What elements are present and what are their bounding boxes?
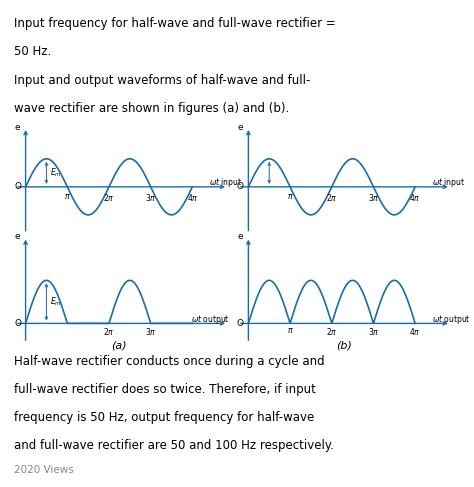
- Text: $3\pi$: $3\pi$: [145, 326, 156, 337]
- Text: $2\pi$: $2\pi$: [326, 192, 337, 203]
- Text: e: e: [15, 232, 20, 241]
- Text: full-wave rectifier does so twice. Therefore, if input: full-wave rectifier does so twice. There…: [14, 383, 316, 396]
- Text: Input and output waveforms of half-wave and full-: Input and output waveforms of half-wave …: [14, 74, 310, 87]
- Text: and full-wave rectifier are 50 and 100 Hz respectively.: and full-wave rectifier are 50 and 100 H…: [14, 439, 334, 452]
- Text: $\pi$: $\pi$: [64, 192, 71, 201]
- Text: $3\pi$: $3\pi$: [145, 192, 156, 203]
- Text: O: O: [14, 319, 21, 328]
- Text: (a): (a): [111, 340, 126, 350]
- Text: e: e: [15, 123, 20, 131]
- Text: $3\pi$: $3\pi$: [368, 192, 379, 203]
- Text: Input frequency for half-wave and full-wave rectifier =: Input frequency for half-wave and full-w…: [14, 17, 336, 30]
- Text: $4\pi$: $4\pi$: [187, 192, 198, 203]
- Text: (b): (b): [336, 340, 352, 350]
- Text: O: O: [14, 182, 21, 191]
- Text: $\omega t$ output: $\omega t$ output: [431, 313, 470, 326]
- Text: 2020 Views: 2020 Views: [14, 465, 74, 475]
- Text: e: e: [237, 123, 243, 131]
- Text: O: O: [237, 319, 244, 328]
- Text: O: O: [237, 182, 244, 191]
- Text: Half-wave rectifier conducts once during a cycle and: Half-wave rectifier conducts once during…: [14, 355, 325, 368]
- Text: $\omega t$ input: $\omega t$ input: [431, 176, 465, 189]
- Text: 50 Hz.: 50 Hz.: [14, 45, 52, 58]
- Text: $2\pi$: $2\pi$: [326, 326, 337, 337]
- Text: $E_m$: $E_m$: [50, 167, 62, 179]
- Text: $2\pi$: $2\pi$: [103, 326, 115, 337]
- Text: frequency is 50 Hz, output frequency for half-wave: frequency is 50 Hz, output frequency for…: [14, 411, 314, 424]
- Text: $\pi$: $\pi$: [287, 192, 293, 201]
- Text: $2\pi$: $2\pi$: [103, 192, 115, 203]
- Text: $\omega t$ input: $\omega t$ input: [209, 176, 242, 189]
- Text: $4\pi$: $4\pi$: [410, 192, 421, 203]
- Text: $\omega t$ output: $\omega t$ output: [191, 313, 230, 326]
- Text: $E_m$: $E_m$: [50, 296, 62, 308]
- Text: $3\pi$: $3\pi$: [368, 326, 379, 337]
- Text: $4\pi$: $4\pi$: [410, 326, 421, 337]
- Text: e: e: [237, 232, 243, 241]
- Text: wave rectifier are shown in figures (a) and (b).: wave rectifier are shown in figures (a) …: [14, 102, 290, 115]
- Text: $\pi$: $\pi$: [287, 326, 293, 336]
